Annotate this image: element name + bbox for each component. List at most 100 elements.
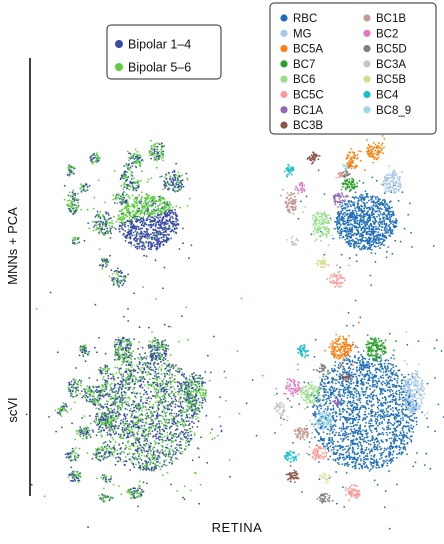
scatter-point	[115, 390, 117, 392]
scatter-point	[329, 277, 331, 279]
scatter-point	[346, 224, 349, 226]
scatter-point	[165, 231, 167, 233]
scatter-point	[158, 438, 161, 441]
scatter-point	[126, 235, 128, 238]
scatter-point	[236, 350, 239, 352]
scatter-point	[349, 204, 352, 206]
scatter-point	[144, 236, 147, 239]
scatter-point	[136, 155, 139, 158]
legend-swatch-bc3b	[280, 121, 288, 129]
scatter-point	[175, 231, 177, 234]
scatter-point	[162, 159, 165, 162]
row-label-scvi: scVI	[5, 397, 20, 422]
scatter-point	[167, 406, 170, 409]
scatter-point	[372, 200, 374, 203]
scatter-point	[181, 174, 183, 177]
scatter-point	[356, 206, 358, 209]
scatter-point	[317, 158, 320, 161]
scatter-point	[110, 277, 113, 280]
scatter-point	[295, 185, 297, 188]
scatter-point	[355, 237, 358, 240]
scatter-point	[136, 184, 138, 187]
legend-label-rbc: RBC	[293, 13, 317, 25]
scatter-point	[396, 178, 399, 181]
scatter-point	[174, 212, 177, 215]
scatter-point	[372, 239, 374, 242]
scatter-point	[395, 174, 397, 177]
scatter-point	[129, 445, 131, 448]
scatter-point	[334, 193, 337, 196]
scatter-point	[146, 454, 148, 457]
scatter-point	[313, 233, 316, 236]
scatter-point	[182, 227, 184, 230]
scatter-point	[79, 187, 82, 190]
scatter-point	[171, 206, 174, 209]
scatter-point	[379, 204, 381, 207]
scatter-point	[159, 462, 161, 464]
scatter-point	[157, 372, 160, 375]
scatter-point	[114, 424, 117, 427]
scatter-point	[124, 240, 127, 242]
scatter-point	[83, 185, 85, 188]
scatter-point	[330, 219, 333, 222]
scatter-point	[347, 205, 350, 208]
scatter-point	[353, 201, 356, 204]
scatter-point	[303, 184, 306, 187]
scatter-point	[150, 177, 153, 179]
scatter-point	[323, 221, 326, 224]
scatter-point	[366, 227, 368, 230]
scatter-point	[162, 430, 165, 432]
scatter-point	[351, 239, 353, 242]
scatter-point	[335, 279, 338, 282]
scatter-point	[77, 205, 80, 207]
scatter-point	[161, 436, 164, 439]
legend-swatch-bc1b	[363, 14, 371, 22]
scatter-point	[160, 148, 162, 151]
scatter-point	[351, 214, 354, 217]
scatter-point	[125, 361, 128, 363]
scatter-point	[348, 240, 351, 243]
scatter-point	[179, 433, 182, 435]
scatter-point	[98, 227, 101, 229]
scatter-point	[370, 148, 373, 151]
scatter-point	[120, 272, 123, 275]
scatter-point	[175, 433, 178, 435]
scatter-point	[159, 199, 162, 202]
scatter-point	[145, 421, 148, 424]
scatter-point	[146, 456, 149, 458]
scatter-point	[156, 245, 158, 248]
scatter-point	[108, 217, 110, 220]
scatter-point	[388, 165, 391, 168]
scatter-point	[90, 155, 93, 158]
scatter-point	[352, 204, 354, 207]
scatter-point	[172, 440, 175, 443]
scatter-point	[342, 222, 345, 225]
scatter-point	[98, 231, 101, 234]
scatter-point	[84, 183, 87, 186]
scatter-point	[189, 437, 192, 440]
scatter-point	[109, 404, 112, 407]
scatter-point	[362, 216, 365, 219]
scatter-point	[189, 430, 192, 433]
scatter-point	[133, 152, 136, 155]
scatter-point	[155, 145, 158, 148]
scatter-point	[356, 216, 358, 219]
scatter-point	[104, 262, 107, 265]
scatter-point	[111, 222, 114, 225]
scatter-point	[285, 201, 288, 204]
scatter-point	[129, 222, 131, 225]
scatter-point	[121, 405, 124, 408]
scatter-point	[316, 259, 319, 262]
scatter-point	[338, 282, 341, 285]
scatter-point	[139, 202, 142, 205]
scatter-point	[151, 466, 153, 469]
scatter-point	[150, 139, 152, 142]
scatter-point	[153, 220, 156, 222]
scatter-point	[169, 386, 172, 389]
scatter-point	[384, 175, 386, 178]
scatter-point	[172, 225, 174, 228]
scatter-point	[346, 209, 349, 212]
legend-swatch-bc3a	[363, 60, 371, 68]
scatter-point	[129, 166, 132, 169]
scatter-point	[345, 196, 347, 198]
